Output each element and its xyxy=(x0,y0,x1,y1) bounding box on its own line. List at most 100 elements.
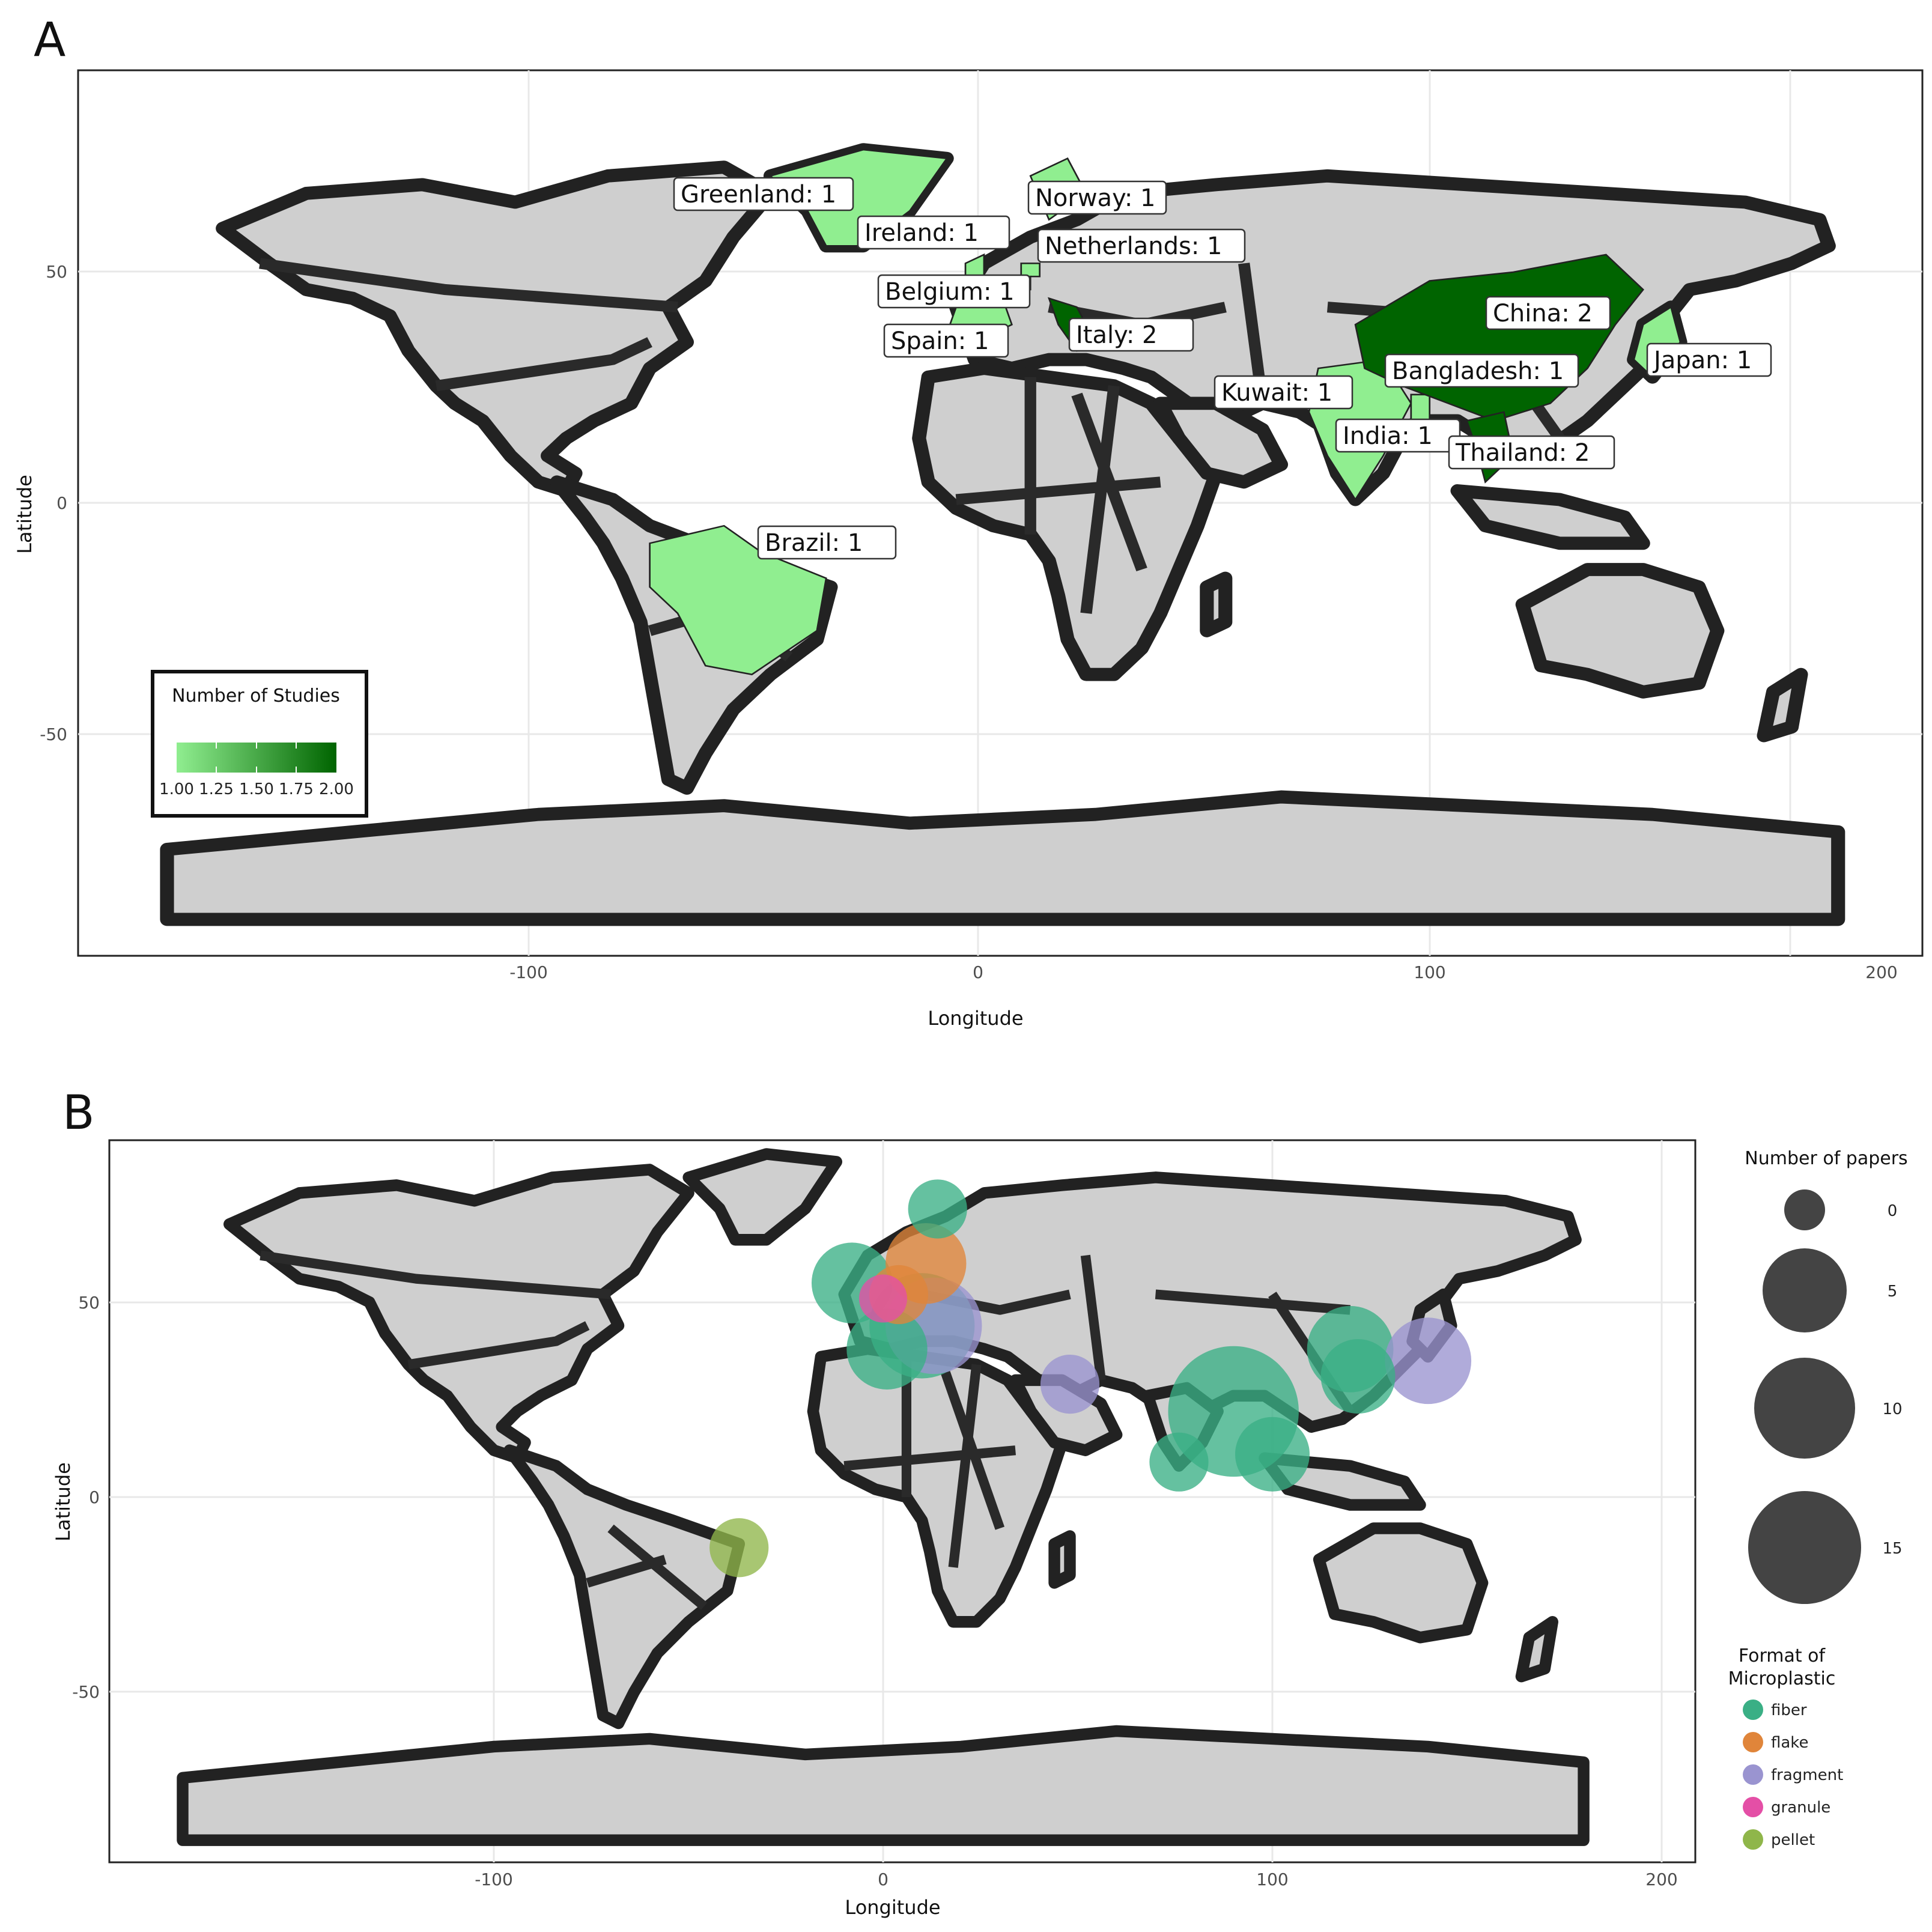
country-label-box xyxy=(877,274,1031,309)
map-b-x-axis-title: Longitude xyxy=(845,1896,940,1919)
country-label-text: Norway: 1 xyxy=(1035,184,1155,212)
format-legend-title-line1: Format of xyxy=(1739,1645,1826,1666)
country-label-6: Spain: 1 xyxy=(883,323,1009,358)
microplastic-point-fragment xyxy=(1040,1354,1100,1414)
format-legend-swatch-fiber xyxy=(1743,1700,1763,1720)
microplastic-point-fiber xyxy=(1235,1417,1310,1492)
x-tick-b-1: 0 xyxy=(878,1870,889,1889)
map-b-size-legend: Number of papers 0 5 10 15 xyxy=(1745,1148,1908,1604)
country-label-text: Bangladesh: 1 xyxy=(1392,357,1564,385)
format-legend-items: fiber flake fragment granule pellet xyxy=(1743,1700,1843,1850)
microplastic-point-fiber xyxy=(846,1308,928,1390)
format-legend-swatch-granule xyxy=(1743,1797,1763,1817)
country-label-5: China: 2 xyxy=(1485,296,1611,330)
country-label-9: Bangladesh: 1 xyxy=(1384,353,1579,388)
country-label-text: Japan: 1 xyxy=(1652,347,1752,374)
legend-a-title: Number of Studies xyxy=(172,685,340,706)
country-label-text: Kuwait: 1 xyxy=(1221,379,1332,407)
x-tick-a-2: 100 xyxy=(1414,962,1445,982)
y-tick-a-2: -50 xyxy=(40,724,67,744)
country-label-box xyxy=(883,323,1009,358)
microplastic-point-granule xyxy=(859,1274,907,1323)
country-label-12: Thailand: 2 xyxy=(1448,435,1615,470)
country-label-box xyxy=(757,525,897,560)
microplastic-point-pellet xyxy=(709,1518,769,1578)
legend-a-colorbar-ticks xyxy=(216,743,297,773)
format-legend-label-pellet: pellet xyxy=(1771,1831,1815,1849)
country-label-box xyxy=(857,215,1010,250)
size-legend-label-15: 15 xyxy=(1882,1540,1902,1558)
country-label-4: Belgium: 1 xyxy=(877,274,1031,309)
map-a-y-axis-title: Latitude xyxy=(13,475,36,554)
country-label-box xyxy=(673,177,854,211)
microplastic-point-fiber xyxy=(908,1179,967,1239)
format-legend-label-flake: flake xyxy=(1771,1734,1808,1752)
country-label-2: Ireland: 1 xyxy=(857,215,1010,250)
x-tick-a-1: 0 xyxy=(973,962,983,982)
bangladesh-fill xyxy=(1410,393,1431,422)
map-b-points xyxy=(709,1179,1472,1578)
panel-a-letter: A xyxy=(34,13,66,67)
country-label-text: Belgium: 1 xyxy=(885,278,1015,306)
country-label-text: Italy: 2 xyxy=(1076,321,1158,349)
country-label-box xyxy=(1027,180,1167,215)
legend-a-tick-2: 1.50 xyxy=(239,780,274,798)
size-legend-circle-10 xyxy=(1754,1358,1855,1459)
country-label-box xyxy=(1037,228,1246,263)
format-legend-label-fiber: fiber xyxy=(1771,1701,1807,1719)
format-legend-label-fragment: fragment xyxy=(1771,1766,1843,1784)
size-legend-label-5: 5 xyxy=(1888,1283,1898,1301)
country-label-box xyxy=(1485,296,1611,330)
microplastic-point-fiber xyxy=(1149,1432,1209,1492)
country-label-text: China: 2 xyxy=(1493,300,1593,327)
country-label-text: India: 1 xyxy=(1343,422,1433,450)
country-label-0: Greenland: 1 xyxy=(673,177,854,211)
microplastic-point-fiber xyxy=(1320,1339,1396,1414)
y-tick-b-0: 50 xyxy=(78,1293,100,1313)
format-legend-swatch-pellet xyxy=(1743,1829,1763,1850)
x-tick-a-0: -100 xyxy=(509,962,548,982)
size-legend-circle-0 xyxy=(1784,1189,1825,1230)
format-legend-title-line2: Microplastic xyxy=(1728,1668,1836,1689)
country-label-text: Netherlands: 1 xyxy=(1045,232,1222,260)
brazil-fill xyxy=(649,524,827,676)
x-tick-a-3: 200 xyxy=(1865,962,1897,982)
map-a-legend: Number of Studies 1.00 1.25 1.50 1.75 2.… xyxy=(151,670,368,818)
y-tick-b-2: -50 xyxy=(72,1682,100,1702)
map-a-y-ticks: 50 0 -50 xyxy=(40,262,67,744)
legend-a-tick-3: 1.75 xyxy=(279,780,314,798)
country-label-box xyxy=(1646,342,1772,377)
x-tick-b-0: -100 xyxy=(475,1870,513,1889)
x-tick-b-2: 100 xyxy=(1256,1870,1288,1889)
size-legend-circle-15 xyxy=(1748,1491,1861,1604)
format-legend-label-granule: granule xyxy=(1771,1799,1830,1817)
map-b-x-ticks: -100 0 100 200 xyxy=(475,1870,1678,1889)
country-label-box xyxy=(1384,353,1579,388)
country-label-8: Japan: 1 xyxy=(1646,342,1772,377)
map-a-x-axis-title: Longitude xyxy=(928,1007,1023,1030)
map-a-country-labels: Greenland: 1 Norway: 1 Ireland: 1 Netherlan… xyxy=(673,177,1772,560)
country-label-1: Norway: 1 xyxy=(1027,180,1167,215)
country-label-text: Ireland: 1 xyxy=(864,219,979,247)
format-legend-swatch-fragment xyxy=(1743,1764,1763,1785)
country-label-box xyxy=(1448,435,1615,470)
country-label-box xyxy=(1068,317,1194,352)
x-tick-b-3: 200 xyxy=(1645,1870,1677,1889)
legend-a-tick-1: 1.25 xyxy=(199,780,234,798)
country-label-13: Brazil: 1 xyxy=(757,525,897,560)
map-b-format-legend: Format of Microplastic fiber flake fragmen… xyxy=(1728,1645,1843,1850)
country-label-11: India: 1 xyxy=(1335,418,1461,453)
microplastic-point-fragment xyxy=(1385,1317,1472,1405)
country-label-3: Netherlands: 1 xyxy=(1037,228,1246,263)
y-tick-a-0: 50 xyxy=(46,262,67,282)
y-tick-b-1: 0 xyxy=(89,1487,100,1507)
country-label-text: Brazil: 1 xyxy=(765,529,863,557)
country-label-text: Thailand: 2 xyxy=(1455,439,1590,467)
legend-a-tick-4: 2.00 xyxy=(319,780,354,798)
netherlands-fill xyxy=(1020,263,1041,278)
legend-a-tick-0: 1.00 xyxy=(159,780,194,798)
size-legend-title: Number of papers xyxy=(1745,1148,1907,1169)
map-b-y-ticks: 50 0 -50 xyxy=(72,1293,100,1702)
map-a: Greenland: 1 Norway: 1 Ireland: 1 Netherlan… xyxy=(13,69,1924,1030)
country-label-text: Spain: 1 xyxy=(891,327,989,355)
